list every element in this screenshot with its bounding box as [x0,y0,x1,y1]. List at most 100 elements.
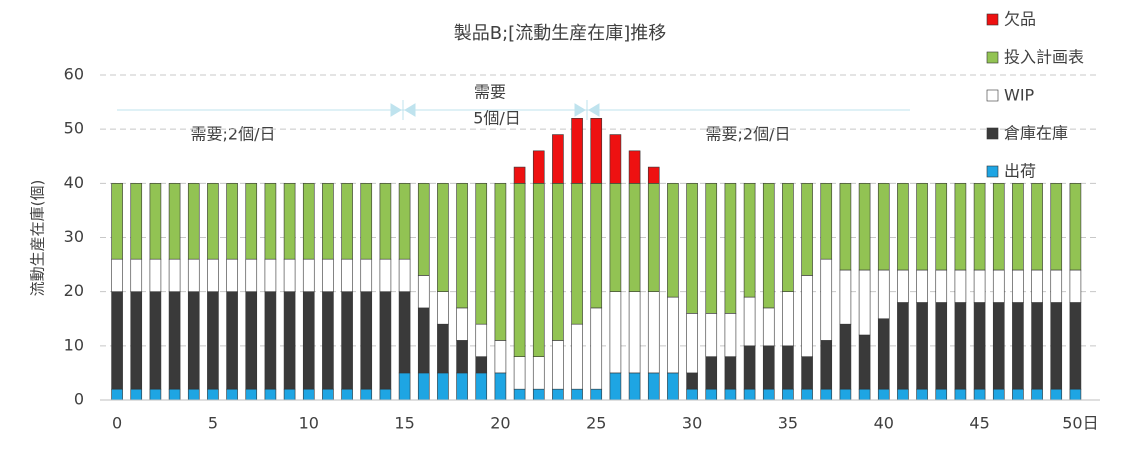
bar-segment [456,183,468,309]
x-tick-label: 40 [874,414,894,433]
bar-segment [379,291,392,390]
bar-segment [782,345,794,390]
y-tick-label: 0 [74,390,84,409]
bar-segment [264,388,277,401]
bar-segment [168,291,181,390]
bar-segment [609,134,622,184]
bar-segment [762,388,775,401]
bar-segment [667,183,679,298]
bar-segment [705,356,718,390]
bar-segment [935,388,948,401]
bar-segment [322,183,334,260]
bar-segment [897,388,909,401]
bar-segment [1012,302,1024,390]
bar-segment [628,291,641,374]
bar-segment [264,291,277,390]
x-tick-label: 30 [682,414,702,433]
bar-segment [264,258,277,292]
y-tick-label: 30 [64,227,84,246]
bar-segment [686,313,698,374]
bar-segment [820,183,833,260]
x-tick-label: 10 [299,414,319,433]
annotation: 需要;2個/日 [191,125,276,144]
bar-segment [1069,388,1082,401]
bar-segment [341,183,353,260]
bar-segment [417,307,430,374]
bar-segment [897,183,909,271]
bar-segment [149,183,162,260]
y-axis-label: 流動生産在庫(個) [29,180,47,297]
bar-segment [341,258,353,292]
bar-segment [437,291,449,325]
bar-segment [437,323,449,374]
bar-segment [494,340,507,374]
bar-segment [877,318,890,390]
bar-segment [935,183,948,271]
bar-segment [686,388,698,401]
x-tick-label: 0 [112,414,122,433]
legend-swatch [986,127,999,140]
bar-segment [1069,302,1082,390]
bar-segment [1050,183,1063,271]
bar-segment [1031,269,1043,303]
legend-swatch [986,89,999,102]
bar-segment [858,388,871,401]
bar-segment [571,388,583,401]
bar-segment [302,258,315,292]
bar-segment [360,388,373,401]
bar-segment [743,388,756,401]
chart-title: 製品B;[流動生産在庫]推移 [454,23,666,44]
bar-segment [686,183,698,314]
bar-segment [954,183,967,271]
bar-segment [149,388,162,401]
bar-segment [916,388,928,401]
y-tick-label: 40 [64,173,84,192]
bar-segment [302,183,315,260]
bar-segment [130,183,143,260]
bar-segment [149,258,162,292]
bar-segment [207,291,219,390]
bar-segment [322,258,334,292]
bar-segment [226,183,238,260]
legend-label: 投入計画表 [1004,48,1084,67]
bar-segment [341,388,353,401]
bar-segment [590,118,603,184]
bar-segment [168,258,181,292]
bar-segment [628,372,641,401]
bar-segment [782,183,794,292]
bar-segment [647,166,660,184]
bar-segment [992,388,1005,401]
bar-segment [283,291,296,390]
bar-segment [628,150,641,184]
bar-segment [1012,269,1024,303]
bar-segment [130,258,143,292]
bar-segment [475,372,488,401]
bar-segment [437,372,449,401]
bar-segment [1012,183,1024,271]
bar-segment [322,291,334,390]
bar-segment [111,183,123,260]
bar-segment [839,388,852,401]
bar-segment [360,258,373,292]
legend-label: 倉庫在庫 [1004,124,1068,143]
bar-segment [283,183,296,260]
bar-segment [897,269,909,303]
bar-segment [360,291,373,390]
bar-segment [609,291,622,374]
bar-segment [571,118,583,184]
bar-segment [705,313,718,357]
bar-segment [973,269,986,303]
x-tick-label: 45 [969,414,989,433]
bar-segment [532,150,545,184]
bar-segment [667,372,679,401]
bar-segment [839,323,852,390]
bar-segment [801,356,813,390]
legend-swatch [986,13,999,26]
bar-segment [1031,388,1043,401]
bar-segment [724,313,737,357]
legend-swatch [986,165,999,178]
bar-segment [1031,302,1043,390]
bar-segment [187,291,200,390]
bar-segment [168,183,181,260]
bar-segment [820,340,833,390]
